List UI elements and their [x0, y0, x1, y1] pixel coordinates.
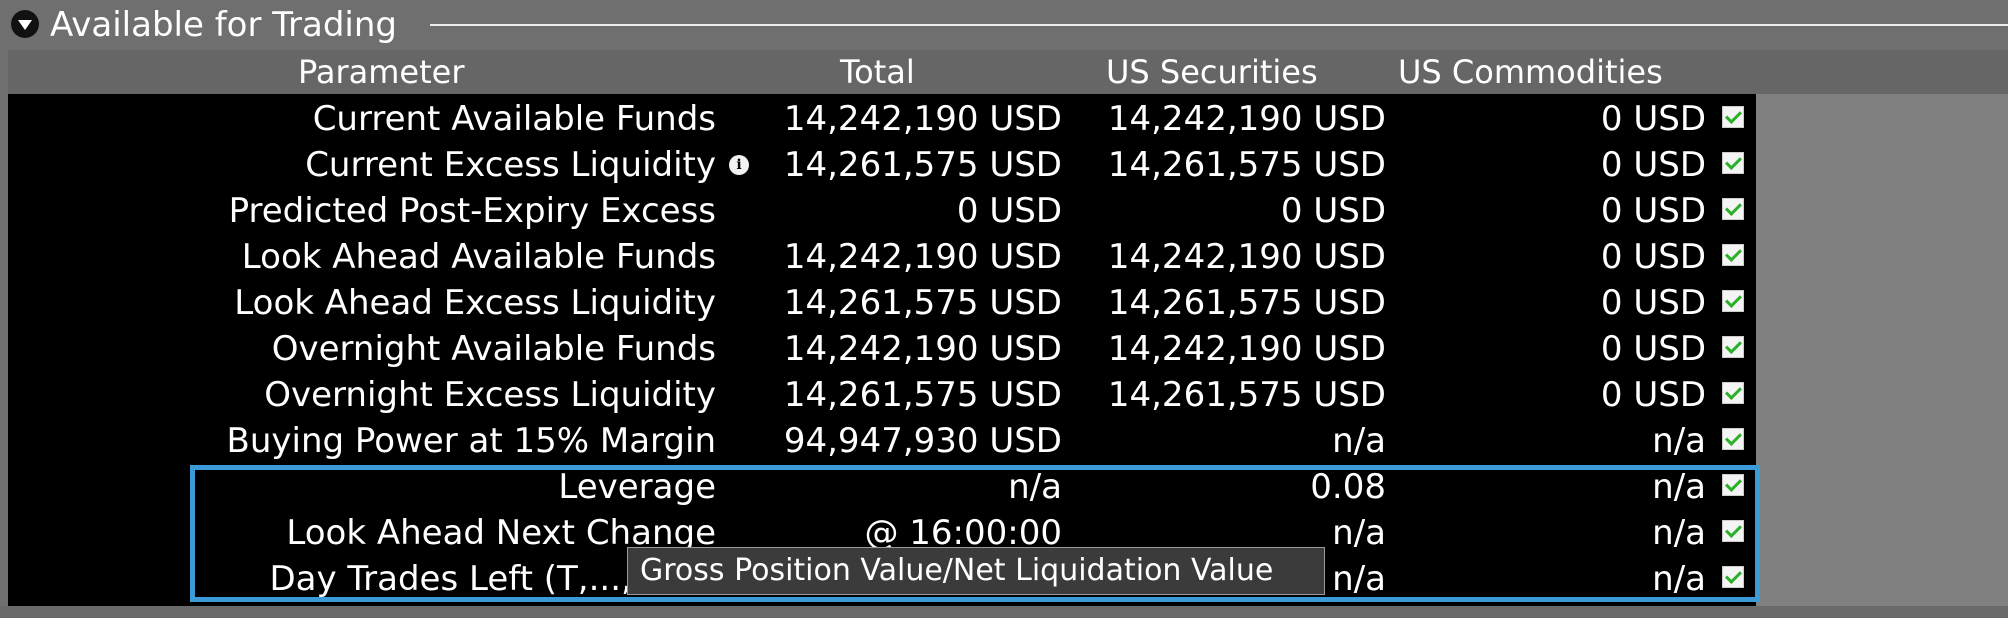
checkbox-icon[interactable] [1722, 336, 1744, 358]
us-commodities-cell: 0 USD [1600, 99, 1706, 139]
column-header-parameter[interactable]: Parameter [298, 53, 465, 91]
table-row[interactable]: Current Excess Liquidity 14,261,575 USD … [8, 142, 1756, 188]
us-commodities-cell: 0 USD [1600, 329, 1706, 369]
checkbox-icon[interactable] [1722, 244, 1744, 266]
us-commodities-cell: 0 USD [1600, 191, 1706, 231]
header-divider [430, 24, 2008, 26]
us-securities-cell: n/a [1332, 421, 1386, 461]
total-cell: 14,242,190 USD [783, 237, 1062, 277]
empty-panel-area [1756, 94, 2008, 606]
total-cell: 14,261,575 USD [783, 145, 1062, 185]
parameter-cell: Look Ahead Available Funds [241, 237, 716, 277]
parameter-cell: Day Trades Left (T,...,T+4) [269, 559, 716, 599]
us-securities-cell: 14,261,575 USD [1107, 283, 1386, 323]
parameter-cell: Overnight Available Funds [271, 329, 716, 369]
checkbox-icon[interactable] [1722, 474, 1744, 496]
checkbox-icon[interactable] [1722, 106, 1744, 128]
total-cell: 94,947,930 USD [783, 421, 1062, 461]
table-row[interactable]: Look Ahead Next Change @ 16:00:00 n/a n/… [8, 510, 1756, 556]
parameter-cell: Overnight Excess Liquidity [264, 375, 716, 415]
parameter-cell: Look Ahead Next Change [286, 513, 716, 553]
us-commodities-cell: n/a [1652, 513, 1706, 553]
total-cell: 0 USD [956, 191, 1062, 231]
us-securities-cell: 14,261,575 USD [1107, 145, 1386, 185]
total-cell: 14,261,575 USD [783, 283, 1062, 323]
total-cell: 14,242,190 USD [783, 99, 1062, 139]
us-securities-cell: 0.08 [1310, 467, 1386, 507]
total-cell: @ 16:00:00 [864, 513, 1062, 553]
checkbox-icon[interactable] [1722, 428, 1744, 450]
column-header-us-securities[interactable]: US Securities [1106, 53, 1318, 91]
trading-table [8, 94, 1756, 606]
us-securities-cell: 14,242,190 USD [1107, 329, 1386, 369]
tooltip: Gross Position Value/Net Liquidation Val… [627, 547, 1325, 595]
us-securities-cell: 0 USD [1280, 191, 1386, 231]
us-securities-cell: n/a [1332, 513, 1386, 553]
checkbox-icon[interactable] [1722, 520, 1744, 542]
us-commodities-cell: n/a [1652, 467, 1706, 507]
parameter-cell: Leverage [558, 467, 716, 507]
table-row[interactable]: Current Available Funds 14,242,190 USD 1… [8, 96, 1756, 142]
checkbox-icon[interactable] [1722, 566, 1744, 588]
table-row[interactable]: Overnight Excess Liquidity 14,261,575 US… [8, 372, 1756, 418]
us-securities-cell: n/a [1332, 559, 1386, 599]
us-commodities-cell: n/a [1652, 421, 1706, 461]
total-cell: 14,242,190 USD [783, 329, 1062, 369]
table-row[interactable]: Predicted Post-Expiry Excess 0 USD 0 USD… [8, 188, 1756, 234]
triangle-down-icon[interactable] [11, 10, 39, 38]
table-row[interactable]: Look Ahead Excess Liquidity 14,261,575 U… [8, 280, 1756, 326]
parameter-cell: Buying Power at 15% Margin [226, 421, 716, 461]
table-row[interactable]: Leverage n/a 0.08 n/a [8, 464, 1756, 510]
us-commodities-cell: 0 USD [1600, 375, 1706, 415]
parameter-cell: Predicted Post-Expiry Excess [228, 191, 716, 231]
total-cell: n/a [1008, 467, 1062, 507]
bottom-strip [0, 606, 2008, 618]
us-commodities-cell: 0 USD [1600, 283, 1706, 323]
section-title: Available for Trading [50, 5, 398, 45]
table-row[interactable]: Buying Power at 15% Margin 94,947,930 US… [8, 418, 1756, 464]
us-securities-cell: 14,242,190 USD [1107, 99, 1386, 139]
checkbox-icon[interactable] [1722, 382, 1744, 404]
table-row[interactable]: Look Ahead Available Funds 14,242,190 US… [8, 234, 1756, 280]
parameter-cell: Current Available Funds [312, 99, 716, 139]
us-commodities-cell: 0 USD [1600, 237, 1706, 277]
checkbox-icon[interactable] [1722, 152, 1744, 174]
us-securities-cell: 14,261,575 USD [1107, 375, 1386, 415]
column-header-us-commodities[interactable]: US Commodities [1398, 53, 1663, 91]
us-securities-cell: 14,242,190 USD [1107, 237, 1386, 277]
table-row[interactable]: Overnight Available Funds 14,242,190 USD… [8, 326, 1756, 372]
column-header-total[interactable]: Total [840, 53, 915, 91]
total-cell: 14,261,575 USD [783, 375, 1062, 415]
checkbox-icon[interactable] [1722, 290, 1744, 312]
parameter-cell: Look Ahead Excess Liquidity [234, 283, 716, 323]
column-headers: Parameter Total US Securities US Commodi… [8, 50, 2008, 94]
checkbox-icon[interactable] [1722, 198, 1744, 220]
us-commodities-cell: n/a [1652, 559, 1706, 599]
us-commodities-cell: 0 USD [1600, 145, 1706, 185]
parameter-cell: Current Excess Liquidity [305, 145, 716, 185]
section-header: Available for Trading [0, 0, 2008, 46]
info-icon[interactable]: i [729, 155, 749, 175]
